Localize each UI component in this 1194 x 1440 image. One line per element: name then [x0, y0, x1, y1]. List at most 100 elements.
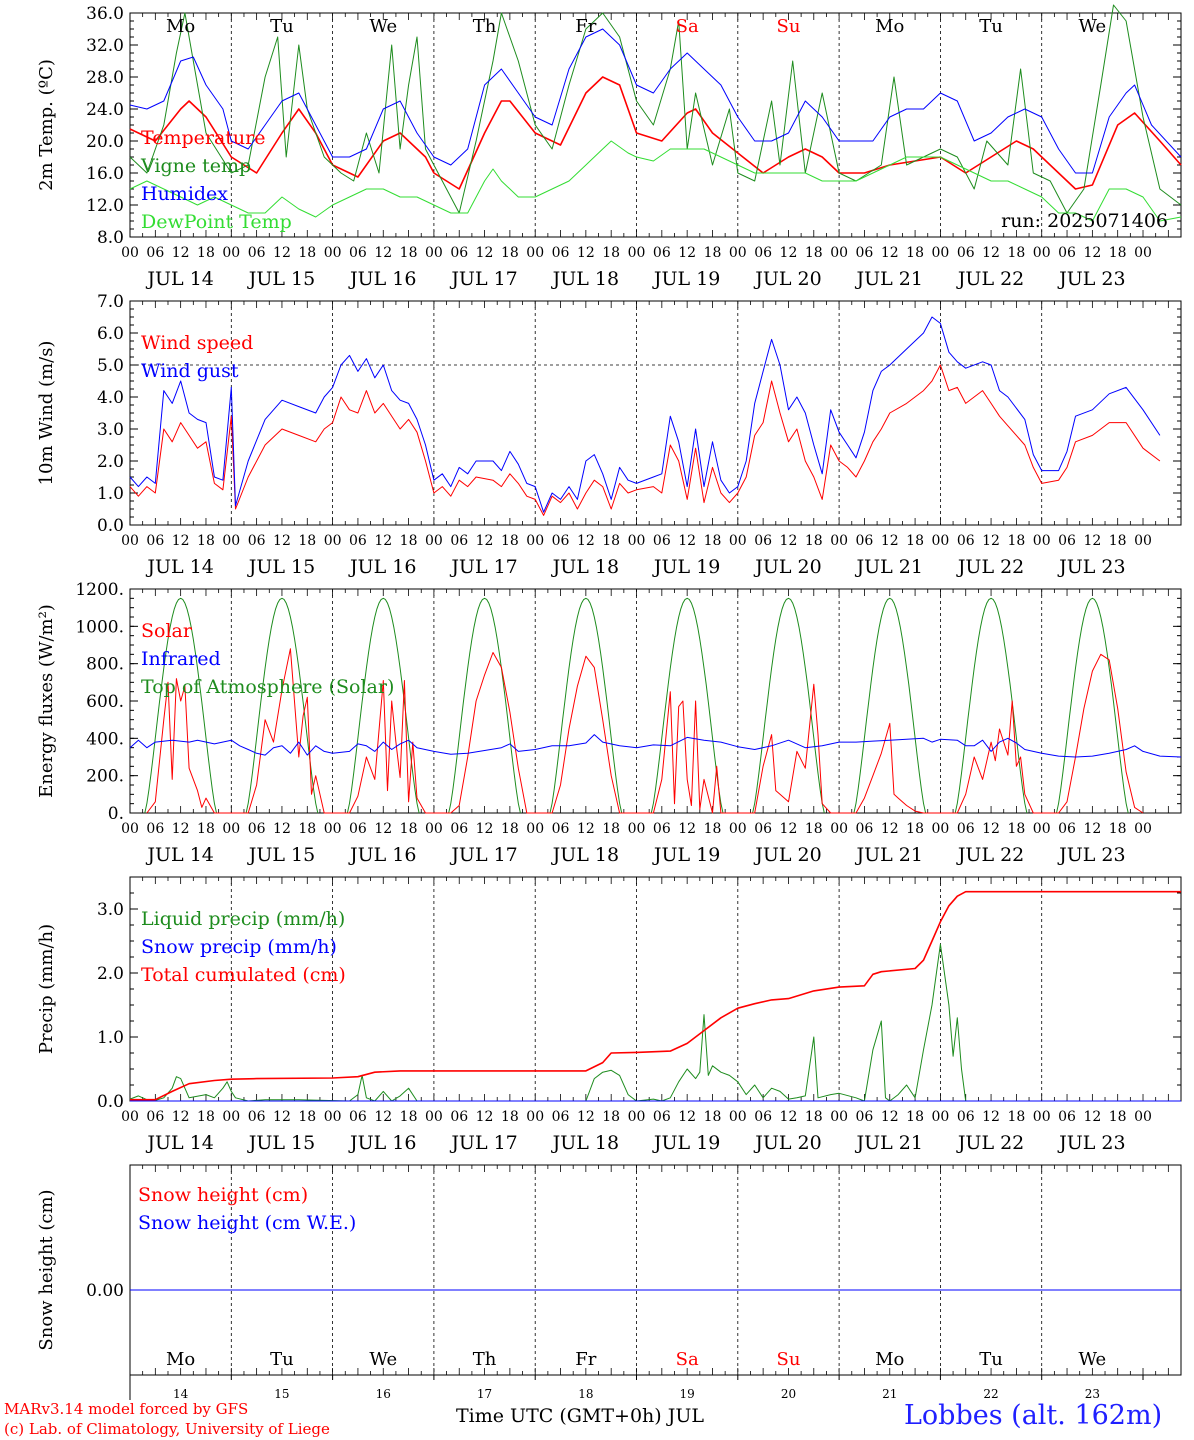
hour-tick-label: 18 [602, 1109, 620, 1125]
hour-tick-label: 18 [805, 245, 823, 261]
day-label: JUL 15 [247, 844, 315, 866]
day-label: JUL 16 [348, 844, 416, 866]
weekday-label: Su [776, 1349, 800, 1370]
legend-entry: Temperature [141, 127, 265, 149]
hour-tick-label: 12 [1083, 245, 1101, 261]
legend-entry: Solar [141, 620, 193, 642]
hour-tick-label: 06 [349, 1109, 367, 1125]
y-tick-label: 16.0 [86, 164, 124, 184]
hour-tick-label: 18 [400, 821, 418, 837]
day-label: JUL 23 [1057, 556, 1125, 578]
hour-tick-label: 06 [552, 1109, 570, 1125]
day-label: JUL 20 [753, 1132, 821, 1154]
hour-tick-label: 18 [906, 245, 924, 261]
legend-entry: Wind gust [141, 360, 239, 382]
hour-tick-label: 12 [780, 245, 798, 261]
hour-tick-label: 00 [526, 821, 544, 837]
hour-tick-label: 18 [1109, 821, 1127, 837]
hour-tick-label: 12 [374, 245, 392, 261]
hour-tick-label: 18 [501, 533, 519, 549]
hour-tick-label: 06 [349, 245, 367, 261]
hour-tick-label: 00 [324, 821, 342, 837]
hour-tick-label: 18 [298, 1109, 316, 1125]
weekday-label: Th [473, 1349, 497, 1370]
hour-tick-label: 06 [957, 821, 975, 837]
toa-solar-curve [549, 597, 623, 814]
hour-tick-label: 18 [1007, 1109, 1025, 1125]
weekday-label: Mo [166, 1349, 195, 1370]
hour-tick-label: 06 [856, 245, 874, 261]
hour-tick-label: 00 [526, 1109, 544, 1125]
y-tick-label: 0.0 [97, 1092, 124, 1112]
hour-tick-label: 12 [172, 1109, 190, 1125]
y-tick-label: 1000. [75, 617, 124, 637]
day-label: JUL 19 [652, 1132, 720, 1154]
hour-tick-label: 00 [931, 533, 949, 549]
y-tick-label: 3.0 [97, 900, 124, 920]
lab-credit: (c) Lab. of Climatology, University of L… [4, 1420, 330, 1438]
hour-tick-label: 00 [931, 1109, 949, 1125]
hour-tick-label: 12 [172, 533, 190, 549]
hour-tick-label: 00 [1134, 533, 1152, 549]
hour-tick-label: 00 [425, 821, 443, 837]
hour-tick-label: 06 [754, 1109, 772, 1125]
hour-tick-label: 06 [349, 821, 367, 837]
day-number: 16 [376, 1387, 391, 1401]
y-axis-label: 10m Wind (m/s) [36, 341, 57, 486]
y-axis-label: Precip (mm/h) [36, 924, 57, 1054]
hour-tick-label: 00 [324, 245, 342, 261]
hour-tick-label: 00 [830, 533, 848, 549]
plot-frame [129, 300, 1182, 526]
day-label: JUL 23 [1057, 268, 1125, 290]
hour-tick-label: 06 [450, 245, 468, 261]
toa-solar-curve [954, 597, 1028, 814]
hour-tick-label: 00 [121, 821, 139, 837]
hour-tick-label: 12 [577, 245, 595, 261]
hour-tick-label: 00 [1033, 245, 1051, 261]
hour-tick-label: 12 [273, 821, 291, 837]
legend-entry: Vigne temp [140, 155, 251, 177]
series-liquid-precip-mm-h- [129, 943, 1181, 1102]
hour-tick-label: 12 [982, 533, 1000, 549]
day-label: JUL 14 [145, 268, 213, 290]
hour-tick-label: 06 [450, 1109, 468, 1125]
hour-tick-label: 12 [982, 245, 1000, 261]
hour-tick-label: 12 [1083, 821, 1101, 837]
hour-tick-label: 12 [577, 533, 595, 549]
hour-tick-label: 12 [374, 1109, 392, 1125]
hour-tick-label: 06 [653, 821, 671, 837]
hour-tick-label: 06 [754, 533, 772, 549]
y-tick-label: 20.0 [86, 132, 124, 152]
station-name: Lobbes (alt. 162m) [904, 1400, 1163, 1431]
weekday-label: Th [473, 16, 497, 37]
y-tick-label: 200. [86, 767, 124, 787]
y-tick-label: 4.0 [97, 388, 124, 408]
toa-solar-curve [448, 597, 521, 814]
hour-tick-label: 00 [526, 533, 544, 549]
day-number: 17 [477, 1387, 492, 1401]
hour-tick-label: 18 [400, 245, 418, 261]
hour-tick-label: 06 [450, 533, 468, 549]
panel-1 [129, 4, 1182, 238]
hour-tick-label: 00 [121, 533, 139, 549]
hour-tick-label: 00 [425, 533, 443, 549]
toa-solar-curve [346, 597, 420, 814]
day-label: JUL 21 [855, 1132, 923, 1154]
hour-tick-label: 12 [881, 1109, 899, 1125]
day-label: JUL 14 [145, 1132, 213, 1154]
day-number: 21 [882, 1387, 897, 1401]
toa-solar-curve [650, 597, 724, 814]
hour-tick-label: 00 [931, 821, 949, 837]
weekday-label: Tu [979, 1349, 1003, 1370]
y-tick-label: 12.0 [86, 196, 124, 216]
hour-tick-label: 00 [526, 245, 544, 261]
panel-4 [129, 876, 1182, 1102]
y-tick-label: 1.0 [97, 484, 124, 504]
hour-tick-label: 18 [1007, 245, 1025, 261]
panel-5 [129, 1164, 1182, 1376]
hour-tick-label: 06 [957, 533, 975, 549]
hour-tick-label: 18 [501, 1109, 519, 1125]
series-infrared [129, 734, 1182, 758]
y-tick-label: 2.0 [97, 964, 124, 984]
day-number: 18 [578, 1387, 593, 1401]
